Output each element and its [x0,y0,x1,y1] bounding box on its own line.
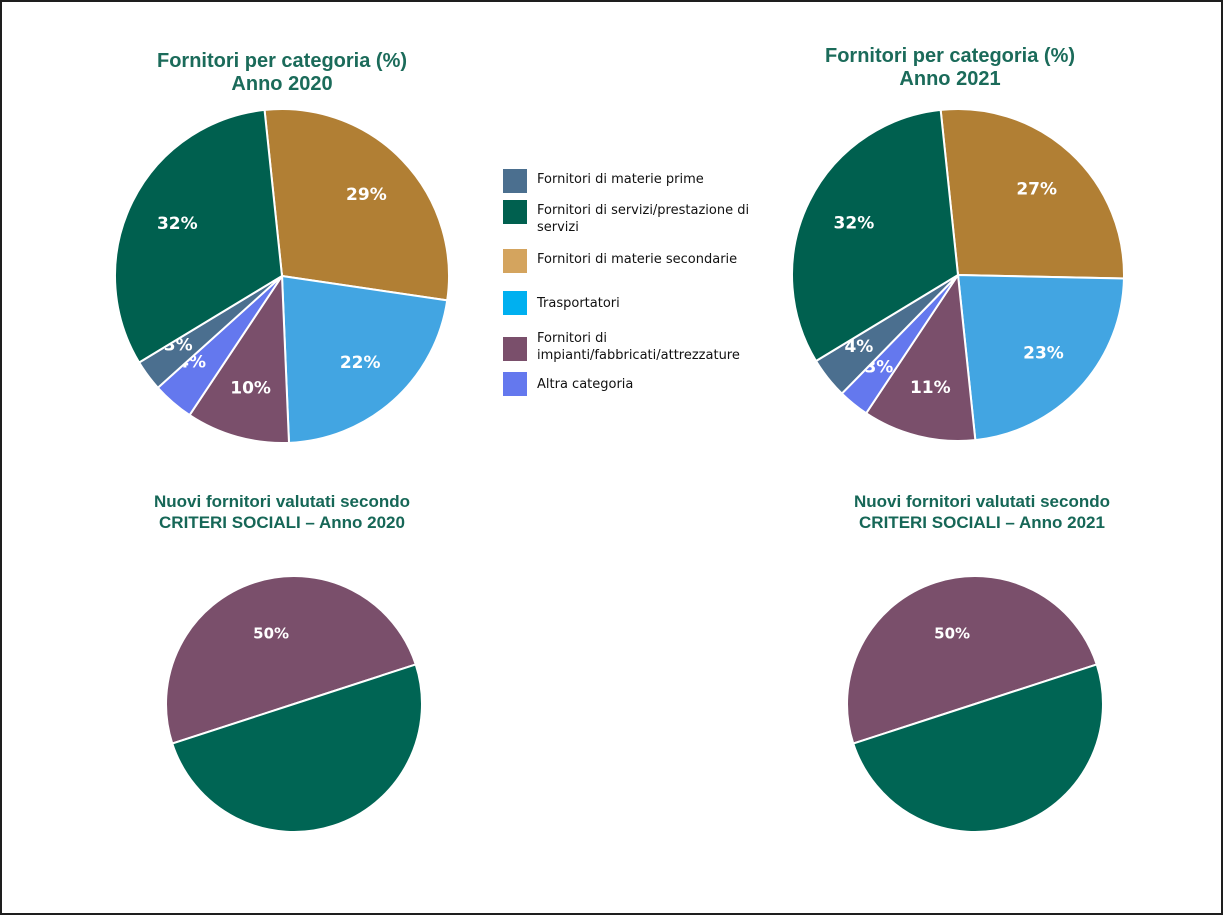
chart-title-2021-line1: Fornitori per categoria (%) [824,45,1076,67]
chart-title-social-2020-line1: Nuovi fornitori valutati secondo [154,492,410,511]
pie-slice [114,108,284,364]
legend-label: Fornitori di materie prime [537,172,704,187]
legend-label: Fornitori di servizi/prestazione di serv… [537,203,750,235]
slice-data-label: 27% [1016,180,1057,200]
legend-label: Trasportatori [537,296,620,311]
chart-title-social-2020: Nuovi fornitori valutati secondo CRITERI… [112,491,452,533]
chart-title-social-2021-line1: Nuovi fornitori valutati secondo [854,492,1110,511]
pie-slice [851,663,1104,833]
legend-item-servizi: Fornitori di servizi/prestazione di serv… [503,200,767,236]
slice-data-label: 4% [844,337,873,357]
pie-slice [791,108,960,363]
legend-swatch [503,169,527,193]
chart-title-2021-line2: Anno 2021 [899,68,1001,90]
legend-label: Fornitori di impianti/fabbricati/attrezz… [537,331,740,363]
legend-item-materie-secondarie: Fornitori di materie secondarie [503,249,737,273]
pie-slice [280,274,449,444]
pie-slice [846,575,1099,745]
slice-data-label: 11% [910,378,951,398]
slice-data-label: 32% [157,214,198,234]
chart-title-social-2020-line2: CRITERI SOCIALI – Anno 2020 [159,513,405,532]
legend-label: Altra categoria [537,377,634,392]
chart-title-2020-line2: Anno 2020 [231,73,333,95]
pie-slice [263,108,450,302]
pie-slice [188,272,291,444]
chart-title-2020: Fornitori per categoria (%) Anno 2020 [132,50,432,96]
slice-data-label: 50% [934,624,970,642]
chart-title-social-2021-line2: CRITERI SOCIALI – Anno 2021 [859,513,1105,532]
legend-item-trasportatori: Trasportatori [503,291,620,315]
legend-swatch [503,291,527,315]
legend-swatch [503,249,527,273]
legend-swatch [503,372,527,396]
chart-title-2021: Fornitori per categoria (%) Anno 2021 [800,45,1100,91]
pie-slice [165,575,418,745]
pie-slice [956,273,1125,442]
pie-slice [864,272,977,442]
slice-data-label: 22% [340,353,381,373]
chart-title-2020-line1: Fornitori per categoria (%) [156,50,408,72]
legend-swatch [503,337,527,361]
legend-swatch [503,200,527,224]
legend-item-impianti: Fornitori di impianti/fabbricati/attrezz… [503,328,742,364]
slice-data-label: 23% [1023,344,1064,364]
slice-data-label: 10% [230,379,271,399]
legend-item-altra-categoria: Altra categoria [503,372,633,396]
legend-item-materie-prime: Fornitori di materie prime [503,169,704,193]
slice-data-label: 50% [253,624,289,642]
pie-slice [170,663,423,833]
chart-title-social-2021: Nuovi fornitori valutati secondo CRITERI… [812,491,1152,533]
slice-data-label: 32% [834,213,875,233]
legend-label: Fornitori di materie secondarie [537,252,738,267]
pie-slice [939,108,1125,280]
slice-data-label: 29% [346,185,387,205]
